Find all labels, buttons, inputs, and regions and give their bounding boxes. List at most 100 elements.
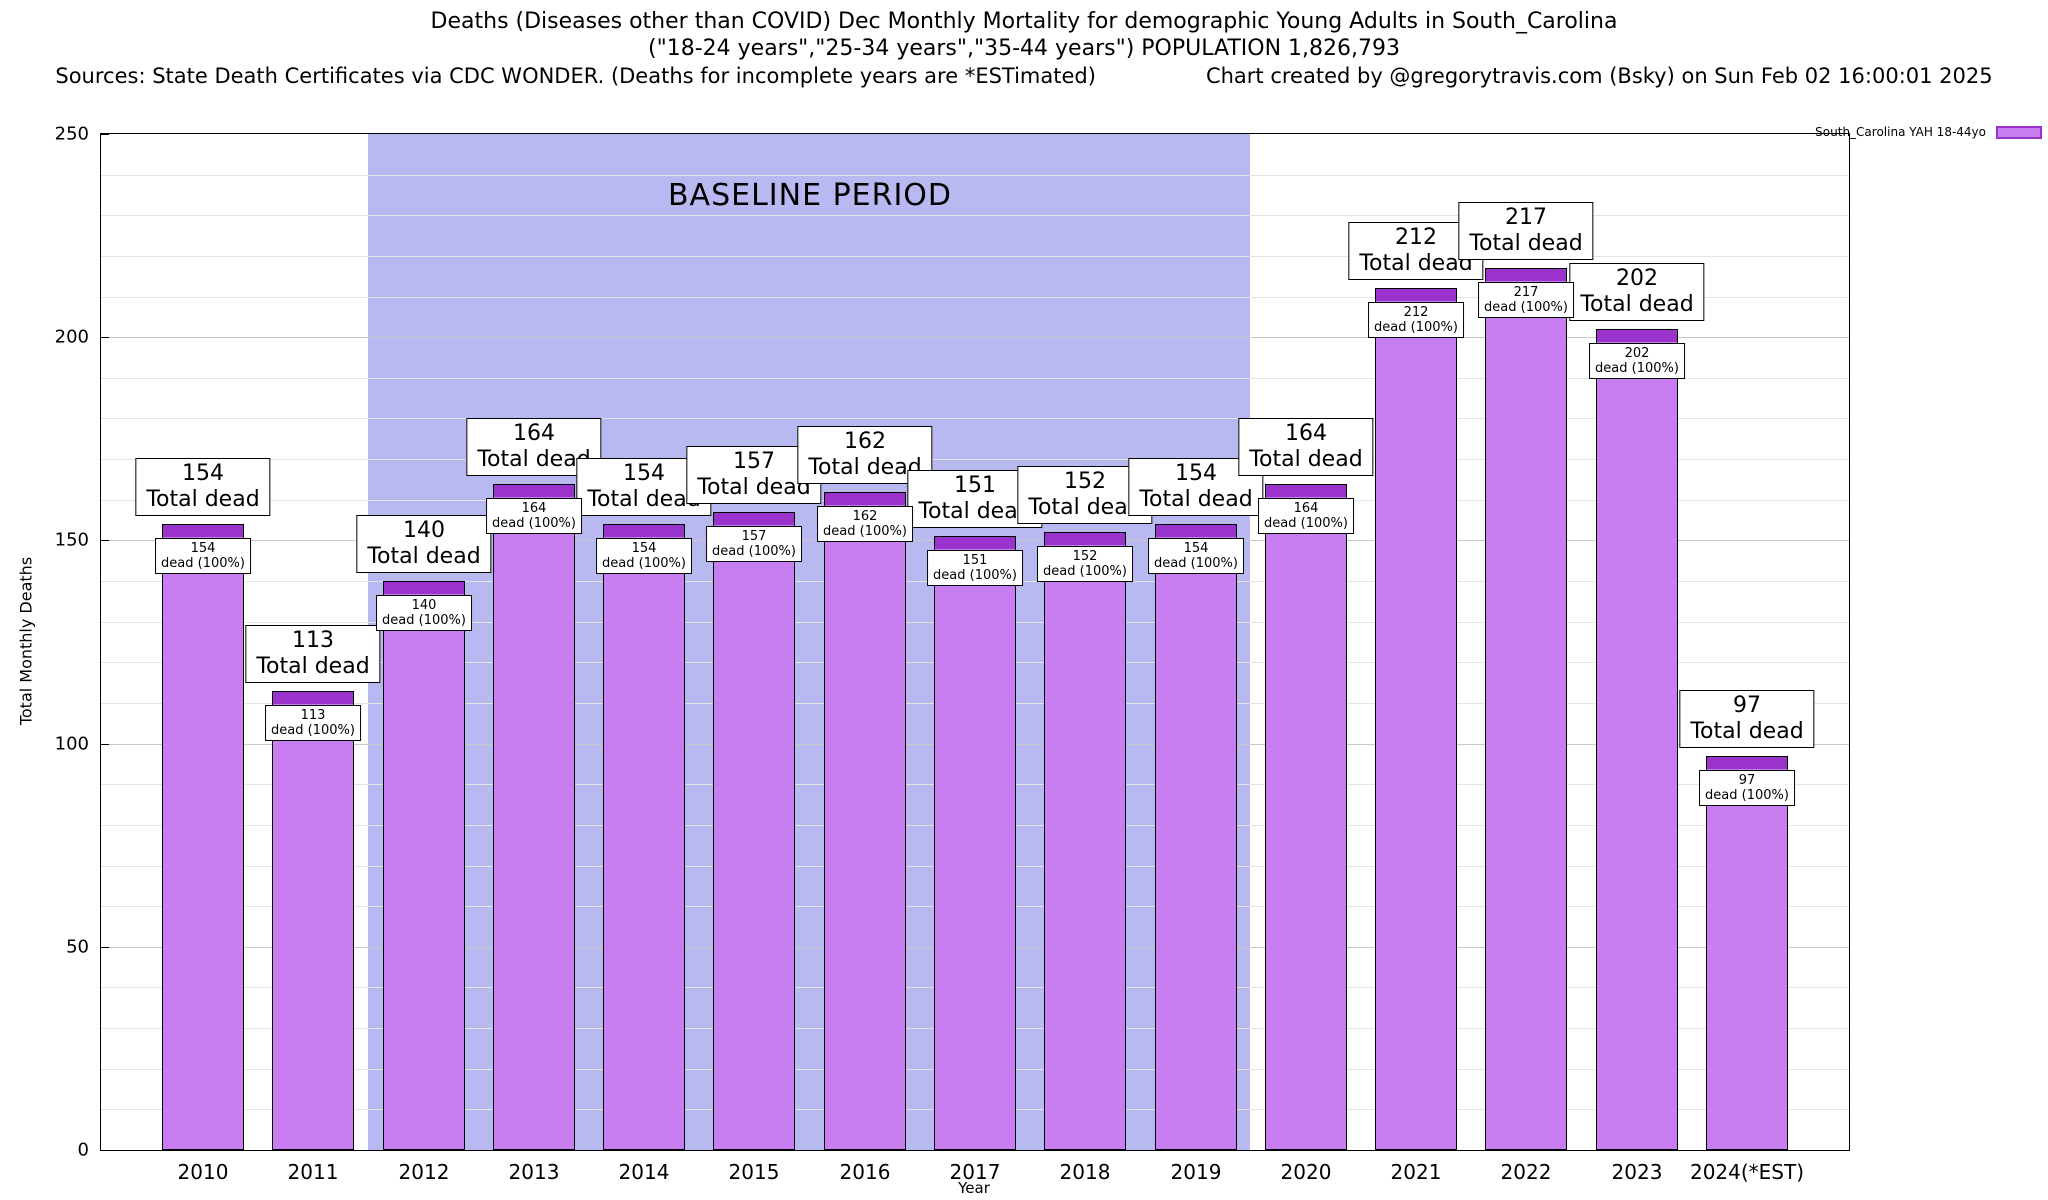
bar-total-label: 217 Total dead bbox=[1458, 202, 1594, 260]
bar-total-label: 154 Total dead bbox=[135, 458, 271, 516]
bar-total-caption: Total dead bbox=[1359, 251, 1473, 276]
bar-total-value: 152 bbox=[1063, 469, 1106, 494]
bar-inner-caption: dead (100%) bbox=[1043, 564, 1127, 579]
y-tick-label: 250 bbox=[54, 123, 89, 145]
bar-inner-value: 113 bbox=[300, 708, 326, 723]
bar-total-value: 97 bbox=[1732, 693, 1761, 718]
bar-total-value: 212 bbox=[1394, 225, 1437, 250]
bar-inner-caption: dead (100%) bbox=[1484, 300, 1568, 315]
bar-inner-caption: dead (100%) bbox=[1705, 788, 1789, 803]
bar-total-label: 164 Total dead bbox=[1238, 418, 1374, 476]
bar-cap-segment bbox=[604, 525, 684, 537]
bar-inner-caption: dead (100%) bbox=[382, 613, 466, 628]
plot-area: BASELINE PERIOD 0 50 100 150 200 250 154 dead (1… bbox=[55, 124, 1850, 1184]
x-tick-label: 2021 bbox=[1390, 1160, 1442, 1184]
x-tick-label: 2022 bbox=[1500, 1160, 1552, 1184]
bar-inner-value: 217 bbox=[1513, 285, 1539, 300]
bar-inner-label: 151 dead (100%) bbox=[927, 550, 1023, 586]
bar-total-caption: Total dead bbox=[697, 475, 811, 500]
bar bbox=[1375, 288, 1457, 1150]
bar-inner-value: 152 bbox=[1072, 549, 1098, 564]
bar-total-caption: Total dead bbox=[1580, 292, 1694, 317]
bar-total-value: 140 bbox=[402, 518, 445, 543]
bar-total-caption: Total dead bbox=[1469, 231, 1583, 256]
bar-cap-segment bbox=[1597, 330, 1677, 342]
baseline-period-label: BASELINE PERIOD bbox=[667, 178, 953, 213]
legend-label: South_Carolina YAH 18-44yo bbox=[1815, 125, 1986, 139]
bar-total-caption: Total dead bbox=[146, 487, 260, 512]
y-tick-label: 0 bbox=[77, 1139, 89, 1161]
bar-inner-value: 157 bbox=[741, 529, 767, 544]
bar-total-caption: Total dead bbox=[1139, 487, 1253, 512]
bar-inner-label: 140 dead (100%) bbox=[376, 595, 472, 631]
bar-cap-segment bbox=[1156, 525, 1236, 537]
bar bbox=[934, 536, 1016, 1150]
gridline bbox=[101, 215, 1849, 216]
x-axis-title: Year bbox=[958, 1179, 990, 1197]
bar-total-value: 154 bbox=[181, 461, 224, 486]
y-tick-label: 150 bbox=[54, 529, 89, 551]
x-tick-label: 2023 bbox=[1611, 1160, 1663, 1184]
bar bbox=[1596, 329, 1678, 1150]
bar-inner-label: 154 dead (100%) bbox=[1148, 538, 1244, 574]
bar bbox=[1044, 532, 1126, 1150]
bar-total-value: 164 bbox=[512, 421, 555, 446]
sources-note: Sources: State Death Certificates via CD… bbox=[55, 64, 1096, 88]
legend: South_Carolina YAH 18-44yo bbox=[1815, 125, 2042, 139]
bar-total-value: 217 bbox=[1504, 205, 1547, 230]
bar-inner-label: 164 dead (100%) bbox=[1258, 498, 1354, 534]
bar bbox=[1706, 756, 1788, 1150]
bar bbox=[383, 581, 465, 1150]
bar-inner-value: 202 bbox=[1624, 346, 1650, 361]
bar-inner-label: 212 dead (100%) bbox=[1368, 302, 1464, 338]
bar-inner-value: 162 bbox=[852, 509, 878, 524]
bar-cap-segment bbox=[1376, 289, 1456, 301]
gridline bbox=[101, 256, 1849, 257]
x-tick-label: 2011 bbox=[287, 1160, 339, 1184]
bar-inner-caption: dead (100%) bbox=[823, 524, 907, 539]
x-tick-label: 2013 bbox=[508, 1160, 560, 1184]
gridline bbox=[101, 337, 1849, 338]
y-tick-mark bbox=[101, 337, 109, 338]
bar-cap-segment bbox=[1045, 533, 1125, 545]
bar-total-value: 154 bbox=[622, 461, 665, 486]
x-tick-label: 2019 bbox=[1170, 1160, 1222, 1184]
bar-total-caption: Total dead bbox=[1690, 719, 1804, 744]
bar-cap-segment bbox=[714, 513, 794, 525]
bar-total-caption: Total dead bbox=[587, 487, 701, 512]
bar-total-value: 164 bbox=[1284, 421, 1327, 446]
bar-total-value: 202 bbox=[1615, 266, 1658, 291]
bar-cap-segment bbox=[1486, 269, 1566, 281]
bar-total-caption: Total dead bbox=[477, 447, 591, 472]
bar-inner-label: 217 dead (100%) bbox=[1478, 282, 1574, 318]
bar bbox=[713, 512, 795, 1150]
gridline bbox=[101, 175, 1849, 176]
bar-inner-caption: dead (100%) bbox=[1264, 516, 1348, 531]
bar-inner-value: 151 bbox=[962, 553, 988, 568]
bar-inner-label: 113 dead (100%) bbox=[265, 705, 361, 741]
bar-cap-segment bbox=[1266, 485, 1346, 497]
bar-inner-caption: dead (100%) bbox=[492, 516, 576, 531]
bar-total-value: 162 bbox=[843, 429, 886, 454]
bar-inner-caption: dead (100%) bbox=[1154, 556, 1238, 571]
y-tick-mark bbox=[101, 1150, 109, 1151]
y-tick-mark bbox=[101, 947, 109, 948]
bar-inner-value: 164 bbox=[1293, 501, 1319, 516]
x-tick-label: 2015 bbox=[728, 1160, 780, 1184]
title-block: Deaths (Diseases other than COVID) Dec M… bbox=[0, 8, 2048, 90]
bar-inner-label: 162 dead (100%) bbox=[817, 506, 913, 542]
bar-total-label: 113 Total dead bbox=[245, 625, 381, 683]
bar-inner-label: 97 dead (100%) bbox=[1699, 770, 1795, 806]
bar-inner-caption: dead (100%) bbox=[1374, 320, 1458, 335]
bar bbox=[162, 524, 244, 1150]
bar-total-value: 154 bbox=[1174, 461, 1217, 486]
bar-cap-segment bbox=[273, 692, 353, 704]
chart-title: Deaths (Diseases other than COVID) Dec M… bbox=[430, 9, 1618, 34]
bar-total-caption: Total dead bbox=[918, 499, 1032, 524]
x-tick-label: 2020 bbox=[1280, 1160, 1332, 1184]
credit-note: Chart created by @gregorytravis.com (Bsk… bbox=[1205, 64, 1993, 88]
bar-total-label: 202 Total dead bbox=[1569, 263, 1705, 321]
legend-swatch bbox=[1996, 125, 2042, 139]
x-tick-label: 2010 bbox=[177, 1160, 229, 1184]
bar bbox=[603, 524, 685, 1150]
